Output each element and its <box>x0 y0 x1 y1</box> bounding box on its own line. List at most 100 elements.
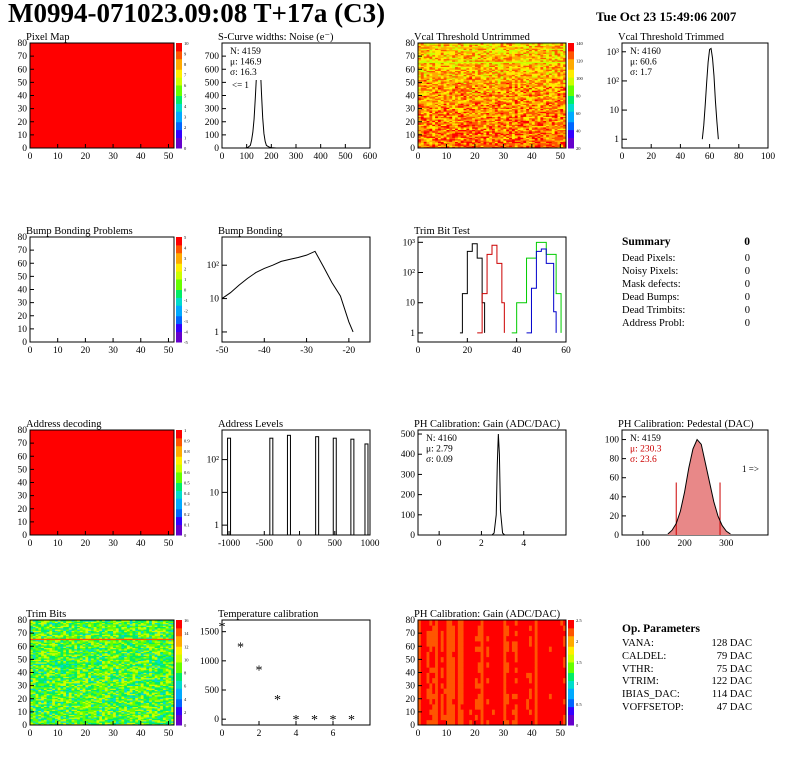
heatmap-cell <box>551 74 556 77</box>
heatmap-cell <box>420 62 425 65</box>
heatmap-cell <box>437 79 442 82</box>
heatmap-cell <box>511 121 516 124</box>
heatmap-cell <box>452 53 456 56</box>
heatmap-cell <box>418 43 422 45</box>
heatmap-cell <box>557 58 561 61</box>
heatmap-cell <box>529 88 533 91</box>
heatmap-cell <box>452 88 456 91</box>
heatmap-cell <box>435 81 439 83</box>
heatmap-cell <box>74 721 78 723</box>
heatmap-cell <box>477 106 482 108</box>
heatmap-cell <box>418 144 422 146</box>
heatmap-cell <box>560 106 564 108</box>
heatmap-cell <box>506 121 510 124</box>
heatmap-cell <box>426 125 430 128</box>
heatmap-cell <box>435 116 439 119</box>
heatmap-cell <box>514 82 519 85</box>
heatmap-cell <box>509 77 513 79</box>
heatmap-cell <box>514 44 519 47</box>
color-scale-cell <box>176 453 182 457</box>
heatmap-cell <box>466 57 470 60</box>
heatmap-cell <box>509 107 513 110</box>
heatmap-cell <box>472 103 476 106</box>
heatmap-cell <box>472 100 476 103</box>
heatmap-cell <box>63 721 67 723</box>
heatmap-cell <box>563 132 567 134</box>
color-scale-label: 120 <box>576 59 584 64</box>
heatmap-cell <box>526 138 530 141</box>
heatmap-cell <box>546 134 550 137</box>
heatmap-cell <box>557 96 561 99</box>
heatmap-cell <box>497 119 501 121</box>
heatmap-cell <box>423 73 427 75</box>
heatmap-cell <box>540 100 544 103</box>
heatmap-cell <box>517 109 521 112</box>
heatmap-cell <box>168 717 172 719</box>
heatmap-cell <box>466 58 470 61</box>
heatmap-cell <box>457 100 462 103</box>
heatmap-cell <box>466 138 470 141</box>
heatmap-cell <box>494 102 499 104</box>
heatmap-cell <box>455 73 459 75</box>
heatmap-cell <box>30 717 34 719</box>
heatmap-cell <box>449 49 453 52</box>
heatmap-cell <box>509 130 513 133</box>
heatmap-cell <box>548 107 553 110</box>
heatmap-cell <box>420 140 425 142</box>
heatmap-cell <box>423 107 427 110</box>
heatmap-cell <box>489 104 493 107</box>
heatmap-cell <box>469 137 473 140</box>
heatmap-cell <box>492 81 496 83</box>
y-tick-label: 20 <box>406 118 416 128</box>
x-tick-label: -30 <box>300 346 313 356</box>
heatmap-cell <box>455 75 459 78</box>
heatmap-cell <box>440 70 445 73</box>
heatmap-cell <box>548 45 553 48</box>
heatmap-cell <box>546 99 550 102</box>
heatmap-cell <box>509 142 513 145</box>
heatmap-cell <box>526 98 530 100</box>
heatmap-cell <box>426 82 430 85</box>
heatmap-cell <box>472 74 476 77</box>
heatmap-cell <box>477 90 482 92</box>
heatmap-cell <box>560 82 564 85</box>
heatmap-cell <box>523 82 527 85</box>
heatmap-cell <box>420 137 425 140</box>
heatmap-cell <box>143 721 147 723</box>
heatmap-cell <box>435 49 439 52</box>
heatmap-cell <box>455 43 459 45</box>
heatmap-cell <box>469 43 473 45</box>
heatmap-cell <box>511 144 516 146</box>
heatmap-cell <box>429 107 433 110</box>
heatmap-cell <box>432 79 436 82</box>
heatmap-cell <box>497 137 501 140</box>
heatmap-cell <box>540 111 544 113</box>
heatmap-cell <box>463 60 467 62</box>
heatmap-cell <box>449 109 453 112</box>
heatmap-cell <box>551 103 556 106</box>
heatmap-cell <box>489 44 493 47</box>
heatmap-cell <box>500 115 504 117</box>
heatmap-cell <box>520 56 524 58</box>
heatmap-cell <box>440 106 445 108</box>
heatmap-cell <box>57 721 61 723</box>
heatmap-cell <box>534 120 538 123</box>
heatmap-cell <box>472 66 476 69</box>
heatmap-cell <box>497 90 501 92</box>
heatmap-cell <box>497 136 501 138</box>
heatmap-cell <box>489 132 493 134</box>
heatmap-cell <box>426 144 430 146</box>
heatmap-cell <box>548 103 553 106</box>
heatmap-cell <box>497 45 501 48</box>
heatmap-cell <box>426 78 430 81</box>
heatmap-cell <box>546 66 550 69</box>
heatmap-cell <box>543 81 547 83</box>
y-tick-label: 700 <box>205 52 220 62</box>
heatmap-cell <box>423 123 427 125</box>
heatmap-cell <box>455 53 459 56</box>
heatmap-cell <box>540 81 544 83</box>
heatmap-cell <box>537 92 541 95</box>
color-scale-cell <box>176 477 182 481</box>
heatmap-cell <box>500 81 504 83</box>
heatmap-cell <box>446 142 450 145</box>
